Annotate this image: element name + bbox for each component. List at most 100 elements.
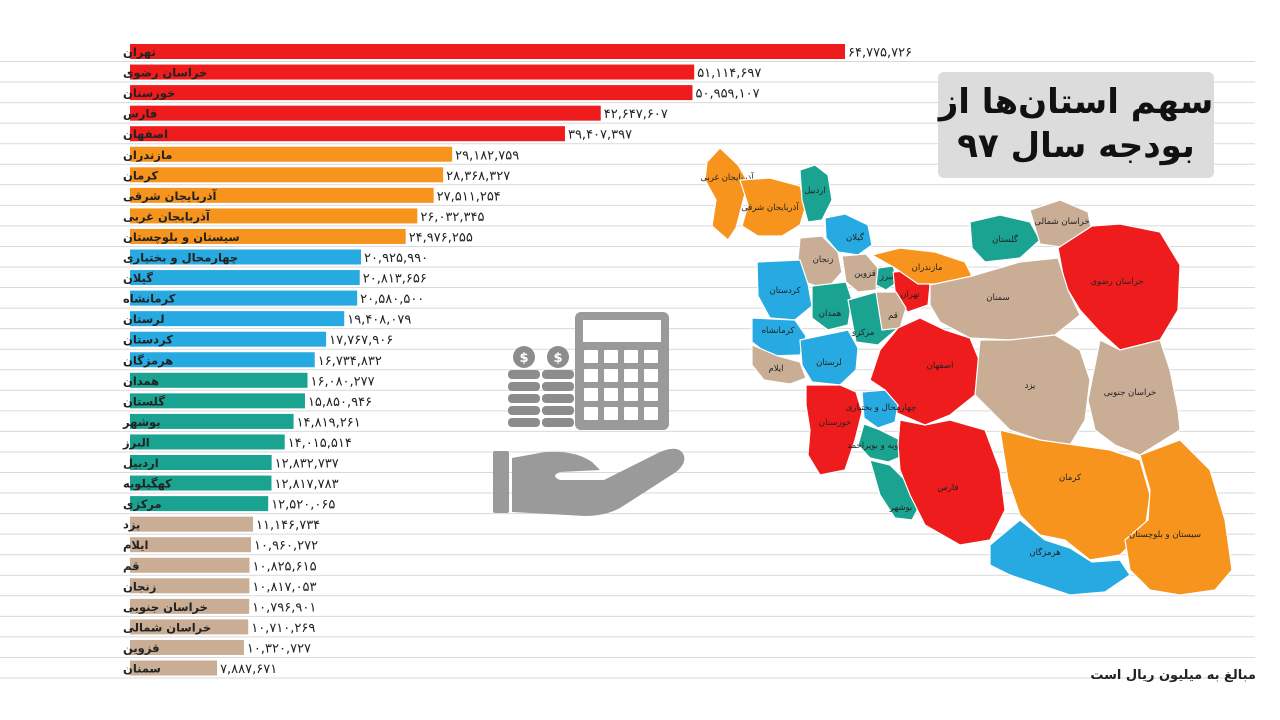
bar xyxy=(130,228,406,244)
calculator-icon xyxy=(575,312,669,430)
calculator-key xyxy=(584,388,598,401)
open-hand-icon xyxy=(493,448,685,516)
value-label: ۲۰,۵۸۰,۵۰۰ xyxy=(360,292,424,307)
value-label: ۶۴,۷۷۵,۷۲۶ xyxy=(848,46,912,61)
province-label: البرز xyxy=(879,272,896,282)
province-label: سیستان و بلوچستان xyxy=(1129,530,1201,540)
province-label: لرستان xyxy=(816,358,842,368)
category-label: یزد xyxy=(123,518,140,532)
calculator-key xyxy=(604,350,618,363)
calculator-key xyxy=(584,407,598,420)
calculator-key xyxy=(584,369,598,382)
category-label: ایلام xyxy=(123,538,148,552)
category-label: بوشهر xyxy=(122,415,161,430)
calculator-key xyxy=(624,369,638,382)
calculator-key xyxy=(644,388,658,401)
bar xyxy=(130,516,254,532)
province-label: اردبیل xyxy=(804,186,826,196)
province-label: چهارمحال و بختیاری xyxy=(846,403,917,413)
category-label: قم xyxy=(123,559,140,573)
category-label: البرز xyxy=(122,435,150,449)
province-region xyxy=(989,519,1131,596)
category-label: زنجان xyxy=(123,579,156,593)
province-region xyxy=(857,423,906,463)
category-label: سمنان xyxy=(123,662,161,676)
category-label: همدان xyxy=(123,374,159,388)
category-label: سیستان و بلوچستان xyxy=(123,230,240,245)
value-label: ۷,۸۸۷,۶۷۱ xyxy=(220,662,277,677)
bar xyxy=(130,372,308,388)
province-region xyxy=(869,459,921,521)
province-region xyxy=(869,317,981,426)
category-label: گلستان xyxy=(123,394,165,408)
units-note: مبالغ به میلیون ریال است xyxy=(1090,668,1256,683)
value-label: ۲۶,۰۳۲,۳۴۵ xyxy=(420,210,484,225)
bar xyxy=(130,105,601,121)
province-label: کردستان xyxy=(769,286,801,296)
value-label: ۲۴,۹۷۶,۲۵۵ xyxy=(409,230,473,245)
calculator-key xyxy=(624,388,638,401)
province-region xyxy=(799,329,859,386)
title-line-1: سهم استان‌ها از xyxy=(938,82,1214,122)
bar xyxy=(130,187,434,203)
category-label: قزوین xyxy=(123,641,160,656)
value-label: ۱۰,۷۹۶,۹۰۱ xyxy=(252,600,316,615)
category-label: کهگیلویه xyxy=(123,477,172,492)
bar xyxy=(130,598,250,614)
value-label: ۱۲,۵۲۰,۰۶۵ xyxy=(271,498,335,513)
svg-text:$: $ xyxy=(553,351,562,366)
province-region xyxy=(824,213,873,256)
bar xyxy=(130,537,251,553)
category-label: هرمزگان xyxy=(123,353,173,367)
province-label: اصفهان xyxy=(927,361,954,371)
category-label: اصفهان xyxy=(123,127,168,141)
bar xyxy=(130,311,345,327)
category-label: آذربایجان غربی xyxy=(123,209,211,223)
calculator-key xyxy=(624,407,638,420)
province-label: زنجان xyxy=(813,255,834,265)
value-label: ۱۵,۸۵۰,۹۴۶ xyxy=(308,395,372,410)
bar xyxy=(130,208,418,224)
value-label: ۱۶,۰۸۰,۲۷۷ xyxy=(310,374,374,389)
province-label: ایلام xyxy=(768,364,783,374)
province-label: فارس xyxy=(937,483,958,493)
province-region xyxy=(929,257,1081,341)
province-region xyxy=(799,164,833,223)
province-label: خراسان جنوبی xyxy=(1104,388,1157,398)
calculator-key xyxy=(624,350,638,363)
value-label: ۲۹,۱۸۲,۷۵۹ xyxy=(455,148,519,163)
bar xyxy=(130,167,444,183)
bar xyxy=(130,85,693,101)
calculator-key xyxy=(604,388,618,401)
province-label: خوزستان xyxy=(819,418,851,428)
bar xyxy=(130,413,294,429)
bar xyxy=(130,639,244,655)
province-label: یزد xyxy=(1025,381,1036,391)
value-label: ۲۰,۹۲۵,۹۹۰ xyxy=(364,251,428,266)
value-label: ۵۰,۹۵۹,۱۰۷ xyxy=(695,87,759,102)
category-label: فارس xyxy=(123,107,157,121)
value-label: ۱۰,۸۲۵,۶۱۵ xyxy=(252,559,316,574)
province-region xyxy=(897,419,1006,546)
province-label: قم xyxy=(888,311,898,321)
calculator-key xyxy=(644,407,658,420)
bar xyxy=(130,496,269,512)
value-label: ۱۲,۸۳۲,۷۳۷ xyxy=(275,457,339,472)
province-label: خراسان شمالی xyxy=(1034,217,1089,227)
value-label: ۱۰,۳۲۰,۷۲۷ xyxy=(247,641,311,656)
category-label: کرمان xyxy=(123,168,158,182)
bar xyxy=(130,434,285,450)
province-label: سمنان xyxy=(986,293,1009,303)
province-region xyxy=(1087,339,1181,456)
province-label: مازندران xyxy=(912,263,943,273)
chart-title: سهم استان‌ها از بودجه سال ۹۷ xyxy=(938,72,1214,178)
value-label: ۲۰,۸۱۳,۶۵۶ xyxy=(363,272,427,287)
bar xyxy=(130,393,305,409)
bar xyxy=(130,475,272,491)
calculator-key xyxy=(604,407,618,420)
bar xyxy=(130,146,453,162)
svg-text:$: $ xyxy=(519,351,528,366)
province-region xyxy=(974,334,1091,446)
value-label: ۱۶,۷۳۴,۸۳۲ xyxy=(318,354,382,369)
